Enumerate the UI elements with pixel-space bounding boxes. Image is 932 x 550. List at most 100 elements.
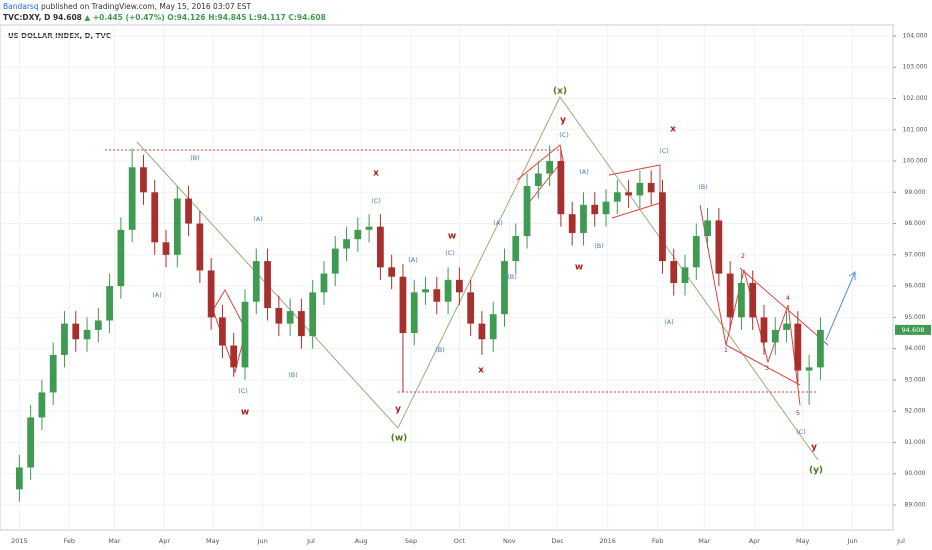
- x-tick-label: Jul: [896, 537, 905, 545]
- candle-body: [568, 214, 576, 233]
- candle-body: [433, 289, 441, 302]
- y-tick-label: 95.000: [905, 314, 926, 321]
- last-price-box: [895, 324, 931, 335]
- wave-label: (A): [253, 215, 263, 223]
- x-tick-label: 2015: [11, 537, 28, 545]
- candle-body: [298, 311, 305, 337]
- candle-body: [196, 223, 204, 271]
- wave-label: (A): [579, 168, 589, 176]
- candle-body: [681, 267, 689, 283]
- wave-label: (B): [698, 183, 708, 191]
- candle-body: [83, 329, 91, 340]
- wave-label: (B): [594, 242, 604, 250]
- candle-body: [140, 167, 147, 193]
- candle-body: [219, 317, 226, 346]
- candle-body: [591, 204, 599, 215]
- candle-body: [422, 289, 429, 293]
- candle-body: [670, 261, 678, 283]
- candle-body: [72, 323, 80, 340]
- channel: [608, 164, 661, 219]
- candle-body: [173, 198, 181, 255]
- x-tick-label: Apr: [749, 537, 761, 545]
- plot: 89.000 90.000 91.000 92.000 93.000 94.000 95.0…: [0, 25, 931, 545]
- candle-body: [388, 267, 396, 277]
- y-tick-label: 99.000: [905, 189, 926, 196]
- x-tick-label: Mar: [108, 537, 121, 545]
- wave-label: (B): [190, 154, 200, 162]
- wave-label: w: [241, 408, 249, 418]
- author[interactable]: Bandarsq: [3, 2, 39, 11]
- y-tick-label: 89.000: [905, 501, 926, 508]
- x-tick-label: Apr: [159, 537, 171, 545]
- candle-body: [467, 292, 475, 324]
- candle-body: [207, 270, 215, 318]
- channel: [212, 288, 247, 374]
- candle-body: [444, 279, 452, 302]
- last-price-label: 94.608: [902, 326, 925, 334]
- x-tick-label: Mar: [698, 537, 711, 545]
- candle-body: [625, 192, 632, 196]
- y-tick-label: 94.000: [905, 345, 926, 352]
- candle-body: [286, 311, 294, 324]
- candle-body: [309, 292, 317, 337]
- x-tick-label: Jun: [257, 537, 268, 545]
- x-tick-label: Aug: [355, 537, 368, 545]
- candle-body: [320, 273, 328, 293]
- candle-body: [794, 323, 802, 371]
- candle-body: [636, 182, 644, 196]
- candle-body: [410, 292, 418, 334]
- candle-body: [647, 182, 655, 193]
- y-tick-label: 93.000: [905, 376, 926, 383]
- candle-body: [659, 192, 666, 262]
- last: 94.608: [52, 13, 82, 22]
- wave-label: (B): [288, 371, 298, 379]
- candle-body: [557, 161, 565, 215]
- x-tick-label: 2016: [599, 537, 616, 545]
- wave-label: (A): [152, 291, 162, 299]
- candle-body: [128, 167, 136, 230]
- arrow: [825, 271, 856, 341]
- wave-label: x: [373, 169, 379, 179]
- candle-body: [399, 276, 407, 334]
- wave-label: (C): [445, 249, 455, 257]
- x-tick-label: May: [796, 537, 810, 545]
- wave-label: (C): [371, 197, 381, 205]
- arrow-head: [848, 271, 856, 280]
- x-tick-label: Oct: [454, 537, 466, 545]
- y-tick-label: 92.000: [905, 408, 926, 415]
- publish-line: Bandarsq published on TradingView.com, M…: [3, 2, 251, 11]
- quote-line: TVC:DXY, D 94.608 ▲ +0.445 (+0.47%) O:94…: [3, 13, 326, 22]
- wave-label: (B): [507, 273, 517, 281]
- candle-body: [106, 286, 113, 321]
- candle-body: [512, 236, 520, 262]
- wave-label: y: [811, 443, 817, 453]
- x-tick-label: May: [206, 537, 220, 545]
- candle-body: [162, 242, 170, 255]
- candle-body: [230, 345, 238, 368]
- candle-body: [738, 282, 745, 318]
- candle-body: [117, 229, 125, 287]
- wave-label: (y): [809, 466, 823, 476]
- y-tick-label: 90.000: [905, 470, 926, 477]
- y-tick-label: 91.000: [905, 439, 926, 446]
- candle-body: [715, 220, 723, 274]
- wave-label: (C): [238, 387, 248, 395]
- channel: [725, 344, 801, 386]
- ohlc: O:94.126 H:94.845 L:94.117 C:94.608: [167, 13, 326, 22]
- x-tick-label: Sep: [405, 537, 417, 545]
- candle-body: [489, 314, 497, 340]
- channel: [739, 267, 829, 346]
- x-tick-label: Feb: [64, 537, 76, 545]
- x-tick-label: Feb: [652, 537, 664, 545]
- y-tick-label: 96.000: [905, 283, 926, 290]
- candle-body: [692, 236, 700, 268]
- wave-label: x: [478, 366, 484, 376]
- candle-body: [264, 261, 271, 308]
- candle-body: [580, 204, 587, 233]
- wave-label: 2: [741, 252, 745, 260]
- candle-body: [501, 261, 508, 315]
- plot-frame: [0, 24, 894, 531]
- candle-body: [15, 467, 23, 490]
- wave-label: 4: [786, 294, 790, 302]
